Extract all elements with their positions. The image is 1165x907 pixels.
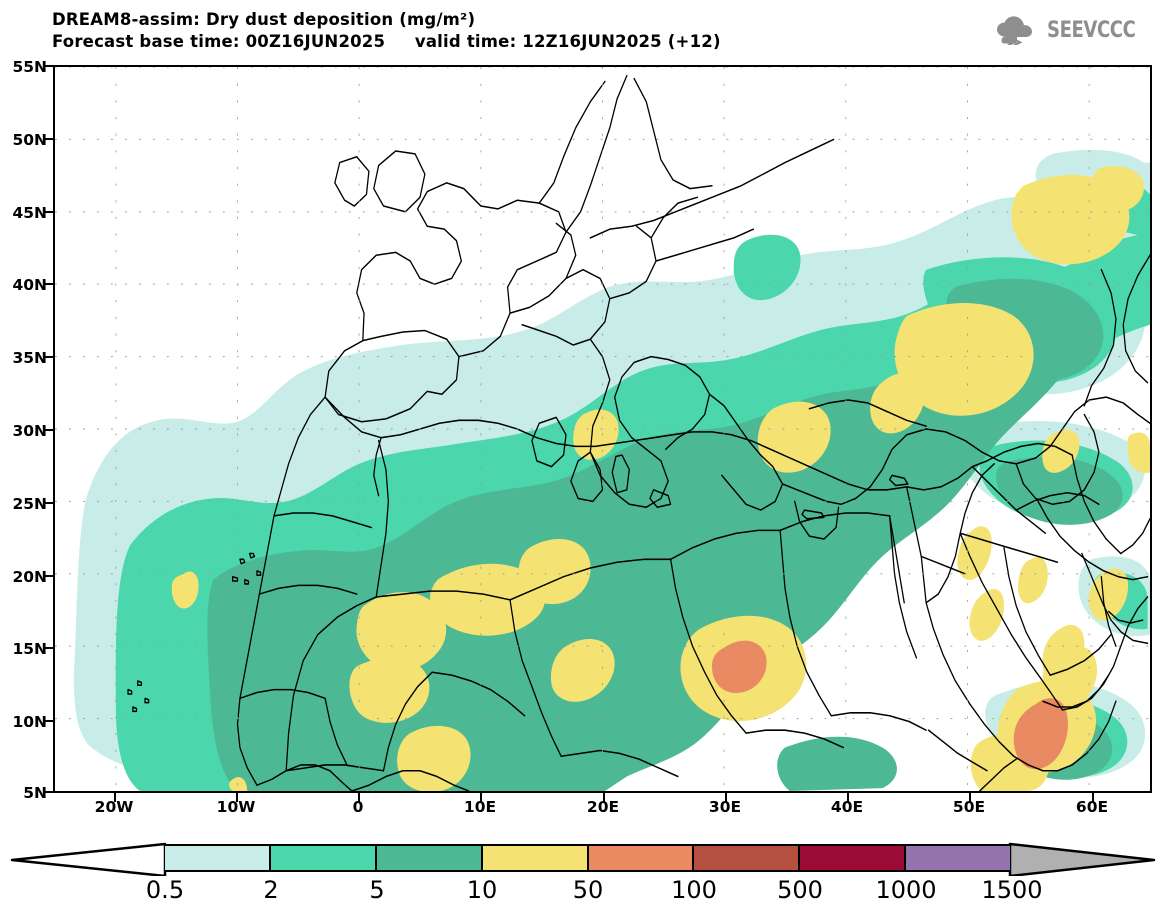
seevccc-logo: SEEVCCC <box>995 12 1155 48</box>
colorbar-band-4[interactable] <box>588 844 695 872</box>
x-tick-0 <box>358 793 360 802</box>
colorbar-label-100: 100 <box>671 876 717 904</box>
y-tick-label-40N: 40N <box>12 276 47 294</box>
y-tick-label-55N: 55N <box>12 58 47 76</box>
x-tick-label-60E: 60E <box>1075 798 1109 816</box>
colorbar-band-7[interactable] <box>906 844 1010 872</box>
x-tick-10W <box>236 793 238 802</box>
dust-band-50-100 <box>712 640 1068 770</box>
y-tick-10 <box>44 720 53 722</box>
x-tick-label-30E: 30E <box>708 798 742 816</box>
x-tick-60E <box>1092 793 1094 802</box>
y-tick-label-50N: 50N <box>12 131 47 149</box>
y-tick-label-35N: 35N <box>12 349 47 367</box>
forecast-time-subtitle: Forecast base time: 00Z16JUN2025 valid t… <box>52 32 721 51</box>
y-tick-55 <box>44 65 53 67</box>
dust-deposition-map <box>55 67 1150 791</box>
x-tick-40E <box>847 793 849 802</box>
colorbar-label-500: 500 <box>777 876 823 904</box>
y-tick-35 <box>44 356 53 358</box>
y-tick-label-5N: 5N <box>23 784 47 802</box>
dust-band-5-10 <box>207 307 1090 791</box>
colorbar-band-1[interactable] <box>270 844 377 872</box>
x-tick-label-10W: 10W <box>216 798 256 816</box>
x-tick-label-0: 0 <box>352 798 364 816</box>
y-tick-25 <box>44 502 53 504</box>
colorbar-label-5: 5 <box>369 876 385 904</box>
x-tick-30E <box>725 793 727 802</box>
y-tick-label-20N: 20N <box>12 568 47 586</box>
y-tick-50 <box>44 138 53 140</box>
y-tick-label-30N: 30N <box>12 422 47 440</box>
cloud-wind-icon <box>997 16 1033 45</box>
x-tick-label-40E: 40E <box>830 798 864 816</box>
y-tick-label-25N: 25N <box>12 495 47 513</box>
colorbar-label-1000: 1000 <box>875 876 937 904</box>
y-tick-30 <box>44 429 53 431</box>
x-tick-10E <box>480 793 482 802</box>
y-tick-label-45N: 45N <box>12 204 47 222</box>
y-tick-45 <box>44 211 53 213</box>
x-tick-label-50E: 50E <box>952 798 986 816</box>
colorbar-label-10: 10 <box>466 876 498 904</box>
colorbar-label-2: 2 <box>263 876 279 904</box>
map-gridlines <box>55 67 1150 791</box>
page-title: DREAM8-assim: Dry dust deposition (mg/m²… <box>52 10 476 29</box>
x-tick-label-10E: 10E <box>463 798 497 816</box>
y-tick-15 <box>44 647 53 649</box>
colorbar-band-6[interactable] <box>800 844 907 872</box>
y-tick-label-10N: 10N <box>12 713 47 731</box>
map-coastlines <box>127 74 1150 791</box>
y-tick-20 <box>44 575 53 577</box>
x-tick-label-20W: 20W <box>94 798 134 816</box>
x-tick-20W <box>114 793 116 802</box>
colorbar-band-2[interactable] <box>376 844 483 872</box>
colorbar-band-0[interactable] <box>165 844 271 872</box>
colorbar-label-1500: 1500 <box>981 876 1043 904</box>
colorbar-bands[interactable] <box>165 844 1010 872</box>
y-tick-40 <box>44 283 53 285</box>
colorbar-label-50: 50 <box>572 876 604 904</box>
map-plot-area[interactable] <box>53 65 1152 793</box>
dust-band-10-50 <box>171 166 1150 791</box>
x-tick-50E <box>969 793 971 802</box>
x-tick-20E <box>603 793 605 802</box>
colorbar[interactable]: 0.5 2 5 10 50 100 500 1000 1500 <box>0 838 1165 904</box>
chart-header: DREAM8-assim: Dry dust deposition (mg/m²… <box>0 0 1165 60</box>
colorbar-band-5[interactable] <box>694 844 801 872</box>
logo-text: SEEVCCC <box>1047 17 1136 43</box>
colorbar-label-0.5: 0.5 <box>145 876 185 904</box>
y-tick-5 <box>44 791 53 793</box>
colorbar-band-3[interactable] <box>482 844 589 872</box>
y-tick-label-15N: 15N <box>12 640 47 658</box>
x-tick-label-20E: 20E <box>586 798 620 816</box>
